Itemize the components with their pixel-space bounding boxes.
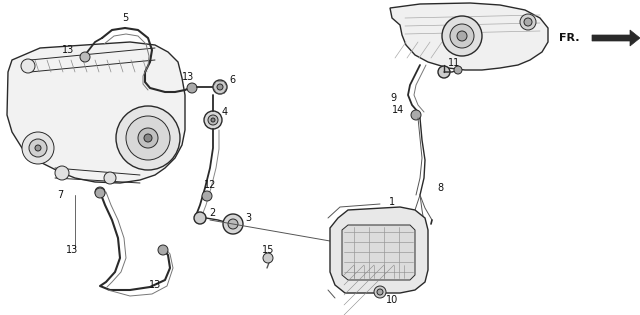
Circle shape [21, 59, 35, 73]
Text: 12: 12 [204, 180, 216, 190]
Text: 13: 13 [66, 245, 78, 255]
Text: 3: 3 [245, 213, 251, 223]
Text: 9: 9 [390, 93, 396, 103]
Polygon shape [7, 42, 185, 183]
Circle shape [29, 139, 47, 157]
Circle shape [438, 66, 450, 78]
Text: 14: 14 [392, 105, 404, 115]
Circle shape [208, 115, 218, 125]
Circle shape [104, 172, 116, 184]
Circle shape [411, 110, 421, 120]
Circle shape [211, 118, 215, 122]
Circle shape [80, 52, 90, 62]
Text: 8: 8 [437, 183, 443, 193]
Circle shape [377, 289, 383, 295]
Circle shape [126, 116, 170, 160]
Text: FR.: FR. [559, 33, 580, 43]
Text: 15: 15 [262, 245, 274, 255]
Text: 13: 13 [149, 280, 161, 290]
Circle shape [35, 145, 41, 151]
Circle shape [144, 134, 152, 142]
Circle shape [524, 18, 532, 26]
Circle shape [138, 128, 158, 148]
Circle shape [520, 14, 536, 30]
Text: 13: 13 [62, 45, 74, 55]
Circle shape [187, 83, 197, 93]
Circle shape [457, 31, 467, 41]
Text: 7: 7 [57, 190, 63, 200]
Circle shape [228, 219, 238, 229]
Polygon shape [390, 3, 548, 70]
Circle shape [55, 166, 69, 180]
Circle shape [217, 84, 223, 90]
Circle shape [204, 111, 222, 129]
Polygon shape [592, 30, 640, 46]
Circle shape [213, 80, 227, 94]
Polygon shape [330, 207, 428, 293]
Text: 4: 4 [222, 107, 228, 117]
Circle shape [116, 106, 180, 170]
Text: 11: 11 [448, 58, 460, 68]
Circle shape [22, 132, 54, 164]
Circle shape [223, 214, 243, 234]
Circle shape [450, 24, 474, 48]
Circle shape [158, 245, 168, 255]
Polygon shape [342, 225, 415, 280]
Circle shape [263, 253, 273, 263]
Circle shape [194, 212, 206, 224]
Circle shape [95, 187, 105, 197]
Circle shape [442, 16, 482, 56]
Circle shape [202, 191, 212, 201]
Circle shape [374, 286, 386, 298]
Circle shape [95, 188, 105, 198]
Text: 13: 13 [182, 72, 194, 82]
Text: 6: 6 [229, 75, 235, 85]
Circle shape [454, 66, 462, 74]
Text: 1: 1 [389, 197, 395, 207]
Text: 10: 10 [386, 295, 398, 305]
Text: 2: 2 [209, 208, 215, 218]
Text: 5: 5 [122, 13, 128, 23]
